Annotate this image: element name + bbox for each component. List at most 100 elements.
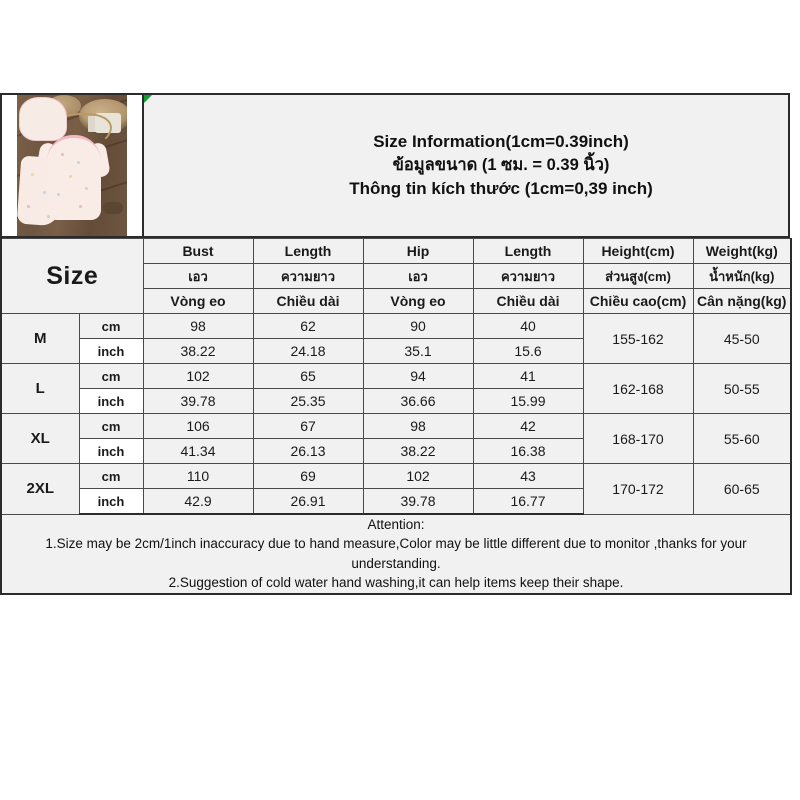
unit-cm: cm bbox=[78, 463, 144, 489]
product-photo-cell bbox=[2, 95, 144, 236]
table-row: inch 42.9 26.91 39.78 16.77 bbox=[1, 488, 791, 515]
table-row: XL cm 106 67 98 42 168-170 55-60 bbox=[0, 413, 792, 464]
cell-length1-inch: 26.91 bbox=[252, 488, 364, 515]
unit-cm: cm bbox=[78, 413, 144, 439]
notes-row: Attention: 1.Size may be 2cm/1inch inacc… bbox=[0, 513, 792, 595]
cell-length2-cm: 41 bbox=[472, 363, 584, 389]
unit-inch: inch bbox=[78, 388, 144, 414]
col-header-height-vi: Chiều cao(cm) bbox=[582, 288, 694, 314]
col-header-weight-th: น้ำหนัก(kg) bbox=[692, 263, 792, 289]
attention-note-2: 2.Suggestion of cold water hand washing,… bbox=[168, 575, 624, 591]
size-label-2xl: 2XL bbox=[0, 463, 80, 515]
col-header-weight-en: Weight(kg) bbox=[692, 238, 792, 264]
cell-length1-cm: 62 bbox=[252, 313, 364, 339]
cell-weight: 55-60 bbox=[692, 413, 792, 464]
size-label-m: M bbox=[0, 313, 80, 364]
unit-inch: inch bbox=[78, 438, 144, 464]
photo-shirt bbox=[47, 135, 101, 220]
cell-length1-inch: 25.35 bbox=[252, 388, 364, 414]
cell-length2-inch: 16.77 bbox=[472, 488, 584, 515]
cell-length2-inch: 15.6 bbox=[472, 338, 584, 364]
cell-hip-inch: 38.22 bbox=[362, 438, 474, 464]
product-photo bbox=[17, 95, 127, 236]
col-header-length2-vi: Chiều dài bbox=[472, 288, 584, 314]
cell-height: 168-170 bbox=[582, 413, 694, 464]
attention-heading: Attention: bbox=[367, 517, 425, 532]
cell-height: 170-172 bbox=[582, 463, 694, 515]
col-header-length1-th: ความยาว bbox=[252, 263, 364, 289]
photo-folded-garment bbox=[19, 97, 67, 141]
header-row-english: Size Bust Length Hip Length Height(cm) W… bbox=[0, 238, 792, 314]
cell-length2-cm: 40 bbox=[472, 313, 584, 339]
photo-towel bbox=[95, 113, 121, 133]
size-table: Size Bust Length Hip Length Height(cm) W… bbox=[0, 238, 792, 595]
cell-bust-cm: 98 bbox=[142, 313, 254, 339]
cell-weight: 50-55 bbox=[692, 363, 792, 414]
col-header-length1-vi: Chiều dài bbox=[252, 288, 364, 314]
cell-weight: 45-50 bbox=[692, 313, 792, 364]
col-header-hip-en: Hip bbox=[362, 238, 474, 264]
unit-cm: cm bbox=[78, 363, 144, 389]
cell-hip-inch: 35.1 bbox=[362, 338, 474, 364]
cell-hip-cm: 94 bbox=[362, 363, 474, 389]
cell-length2-cm: 43 bbox=[472, 463, 584, 489]
title-cell: Size Information(1cm=0.39inch) ข้อมูลขนา… bbox=[144, 95, 788, 236]
cell-hip-inch: 36.66 bbox=[362, 388, 474, 414]
title-thai: ข้อมูลขนาด (1 ซม. = 0.39 นิ้ว) bbox=[392, 155, 610, 174]
title-vietnamese: Thông tin kích thước (1cm=0,39 inch) bbox=[349, 179, 653, 199]
cell-hip-cm: 102 bbox=[362, 463, 474, 489]
table-row: M cm 98 62 90 40 155-162 45-50 bbox=[0, 313, 792, 364]
unit-inch: inch bbox=[78, 338, 144, 364]
cell-length2-cm: 42 bbox=[472, 413, 584, 439]
cell-height: 162-168 bbox=[582, 363, 694, 414]
col-header-hip-vi: Vòng eo bbox=[362, 288, 474, 314]
title-band: Size Information(1cm=0.39inch) ข้อมูลขนา… bbox=[0, 93, 790, 238]
cell-length1-cm: 69 bbox=[252, 463, 364, 489]
size-chart-sheet: Size Information(1cm=0.39inch) ข้อมูลขนา… bbox=[0, 93, 800, 595]
cell-bust-inch: 41.34 bbox=[142, 438, 254, 464]
cell-bust-inch: 38.22 bbox=[142, 338, 254, 364]
cell-weight: 60-65 bbox=[692, 463, 792, 515]
table-row: inch 39.78 25.35 36.66 15.99 bbox=[1, 388, 791, 414]
col-header-length1-en: Length bbox=[252, 238, 364, 264]
green-comment-triangle-icon bbox=[144, 95, 152, 103]
col-header-length2-en: Length bbox=[472, 238, 584, 264]
cell-hip-inch: 39.78 bbox=[362, 488, 474, 515]
col-header-length2-th: ความยาว bbox=[472, 263, 584, 289]
cell-hip-cm: 98 bbox=[362, 413, 474, 439]
col-header-height-th: ส่วนสูง(cm) bbox=[582, 263, 694, 289]
table-row: inch 41.34 26.13 38.22 16.38 bbox=[1, 438, 791, 464]
cell-length1-inch: 26.13 bbox=[252, 438, 364, 464]
cell-length2-inch: 16.38 bbox=[472, 438, 584, 464]
cell-bust-cm: 106 bbox=[142, 413, 254, 439]
col-header-bust-vi: Vòng eo bbox=[142, 288, 254, 314]
col-header-bust-th: เอว bbox=[142, 263, 254, 289]
table-row: L cm 102 65 94 41 162-168 50-55 bbox=[0, 363, 792, 414]
attention-notes: Attention: 1.Size may be 2cm/1inch inacc… bbox=[0, 513, 792, 595]
cell-height: 155-162 bbox=[582, 313, 694, 364]
size-label-l: L bbox=[0, 363, 80, 414]
table-row: 2XL cm 110 69 102 43 170-172 60-65 bbox=[0, 463, 792, 515]
size-header-cell: Size bbox=[0, 238, 144, 314]
photo-slipper bbox=[103, 202, 123, 214]
cell-bust-inch: 42.9 bbox=[142, 488, 254, 515]
size-label-xl: XL bbox=[0, 413, 80, 464]
col-header-hip-th: เอว bbox=[362, 263, 474, 289]
cell-length2-inch: 15.99 bbox=[472, 388, 584, 414]
cell-bust-cm: 110 bbox=[142, 463, 254, 489]
cell-length1-cm: 65 bbox=[252, 363, 364, 389]
cell-length1-cm: 67 bbox=[252, 413, 364, 439]
cell-length1-inch: 24.18 bbox=[252, 338, 364, 364]
col-header-height-en: Height(cm) bbox=[582, 238, 694, 264]
title-english: Size Information(1cm=0.39inch) bbox=[373, 131, 629, 151]
unit-inch: inch bbox=[78, 488, 144, 515]
cell-bust-cm: 102 bbox=[142, 363, 254, 389]
header-row-thai: เอว ความยาว เอว ความยาว ส่วนสูง(cm) น้ำห… bbox=[1, 263, 792, 289]
cell-bust-inch: 39.78 bbox=[142, 388, 254, 414]
attention-note-1: 1.Size may be 2cm/1inch inaccuracy due t… bbox=[45, 536, 747, 571]
col-header-bust-en: Bust bbox=[142, 238, 254, 264]
unit-cm: cm bbox=[78, 313, 144, 339]
cell-hip-cm: 90 bbox=[362, 313, 474, 339]
table-row: inch 38.22 24.18 35.1 15.6 bbox=[1, 338, 791, 364]
col-header-weight-vi: Cân nặng(kg) bbox=[692, 288, 792, 314]
